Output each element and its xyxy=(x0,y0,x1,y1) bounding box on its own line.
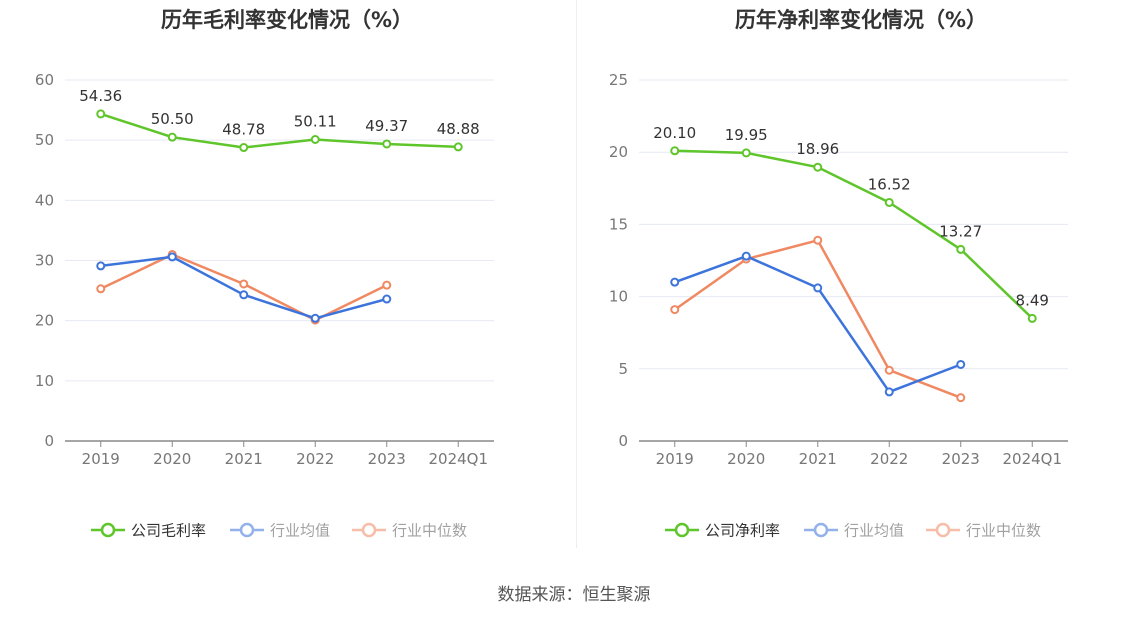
data-point xyxy=(670,305,680,315)
data-label: 20.10 xyxy=(653,124,696,142)
legend-item[interactable]: 行业中位数 xyxy=(352,522,467,540)
x-tick-label: 2022 xyxy=(870,450,908,468)
legend-item[interactable]: 公司净利率 xyxy=(665,522,780,540)
data-point xyxy=(741,148,751,158)
data-point xyxy=(956,244,966,254)
data-point xyxy=(382,139,392,149)
y-tick-label: 0 xyxy=(44,432,54,450)
data-label: 18.96 xyxy=(796,140,839,158)
data-point xyxy=(167,132,177,142)
data-point xyxy=(884,365,894,375)
legend-swatch-marker xyxy=(361,522,377,538)
x-tick-label: 2019 xyxy=(656,450,694,468)
x-tick-label: 2024Q1 xyxy=(428,450,488,468)
x-tick-label: 2023 xyxy=(942,450,980,468)
data-point xyxy=(741,251,751,261)
legend-item[interactable]: 行业均值 xyxy=(230,522,330,540)
data-point xyxy=(1027,313,1037,323)
chart-title: 历年毛利率变化情况（%） xyxy=(160,8,414,32)
x-tick-label: 2020 xyxy=(153,450,191,468)
net-margin-line-chart: 0 5 10 15 20 25 2019 2020 2021 2022 2023 2024Q1 20.1… xyxy=(609,71,1068,540)
gross-margin-chart-panel: 历年毛利率变化情况（%） 0 10 20 30 40 50 60 2019 2020 2021 20… xyxy=(0,0,574,560)
data-point xyxy=(239,143,249,153)
data-point xyxy=(813,283,823,293)
y-tick-label: 40 xyxy=(35,191,54,209)
data-source-note: 数据来源：恒生聚源 xyxy=(497,585,651,605)
panel-divider xyxy=(576,0,577,548)
data-label: 49.37 xyxy=(365,117,408,135)
y-tick-label: 30 xyxy=(35,252,54,270)
legend-swatch-marker xyxy=(674,522,690,538)
data-point xyxy=(884,387,894,397)
legend-swatch-marker xyxy=(100,522,116,538)
series-line xyxy=(100,112,459,149)
data-label: 48.78 xyxy=(222,121,265,139)
y-tick-label: 50 xyxy=(35,131,54,149)
y-tick-label: 15 xyxy=(609,215,628,233)
data-point xyxy=(310,135,320,145)
data-point xyxy=(670,146,680,156)
legend-swatch-marker xyxy=(239,522,255,538)
data-label: 50.11 xyxy=(294,113,337,131)
data-point xyxy=(956,393,966,403)
data-point xyxy=(382,280,392,290)
x-tick-label: 2024Q1 xyxy=(1002,450,1062,468)
legend-item[interactable]: 行业中位数 xyxy=(926,522,1041,540)
data-point xyxy=(382,294,392,304)
data-point xyxy=(239,290,249,300)
data-point xyxy=(96,261,106,271)
legend-label: 公司净利率 xyxy=(705,522,780,540)
gross-margin-line-chart: 0 10 20 30 40 50 60 2019 2020 2021 2022 2023 2024Q1 5… xyxy=(35,71,494,540)
legend-label: 行业中位数 xyxy=(966,522,1041,540)
data-point xyxy=(96,109,106,119)
data-label: 19.95 xyxy=(725,126,768,144)
y-tick-label: 20 xyxy=(35,312,54,330)
x-tick-label: 2021 xyxy=(799,450,837,468)
y-tick-label: 60 xyxy=(35,71,54,89)
x-tick-label: 2019 xyxy=(82,450,120,468)
legend-label: 行业均值 xyxy=(270,522,330,540)
series-line xyxy=(674,239,962,399)
x-tick-label: 2022 xyxy=(296,450,334,468)
legend-item[interactable]: 公司毛利率 xyxy=(91,522,206,540)
y-tick-label: 25 xyxy=(609,71,628,89)
legend-label: 行业均值 xyxy=(844,522,904,540)
data-point xyxy=(167,252,177,262)
data-point xyxy=(453,142,463,152)
net-margin-chart-panel: 历年净利率变化情况（%） 0 5 10 15 20 25 2019 2020 2021 2022 2… xyxy=(574,0,1148,560)
data-label: 48.88 xyxy=(437,120,480,138)
data-point xyxy=(96,284,106,294)
legend-swatch-marker xyxy=(813,522,829,538)
x-tick-label: 2021 xyxy=(225,450,263,468)
data-point xyxy=(884,197,894,207)
data-point xyxy=(239,279,249,289)
data-point xyxy=(813,162,823,172)
y-tick-label: 20 xyxy=(609,143,628,161)
data-label: 13.27 xyxy=(939,222,982,240)
chart-title: 历年净利率变化情况（%） xyxy=(734,8,988,32)
data-label: 54.36 xyxy=(79,87,122,105)
y-tick-label: 0 xyxy=(618,432,628,450)
y-tick-label: 10 xyxy=(609,288,628,306)
legend-label: 行业中位数 xyxy=(392,522,467,540)
y-tick-label: 5 xyxy=(618,360,628,378)
data-label: 16.52 xyxy=(868,175,911,193)
legend-label: 公司毛利率 xyxy=(131,522,206,540)
data-label: 50.50 xyxy=(151,110,194,128)
y-tick-label: 10 xyxy=(35,372,54,390)
series-line xyxy=(674,149,1034,320)
series-line xyxy=(674,254,962,394)
data-point xyxy=(956,359,966,369)
legend-item[interactable]: 行业均值 xyxy=(804,522,904,540)
legend-swatch-marker xyxy=(935,522,951,538)
x-tick-label: 2020 xyxy=(727,450,765,468)
data-point xyxy=(670,277,680,287)
data-point xyxy=(813,235,823,245)
x-tick-label: 2023 xyxy=(368,450,406,468)
data-point xyxy=(310,313,320,323)
data-label: 8.49 xyxy=(1016,291,1049,309)
